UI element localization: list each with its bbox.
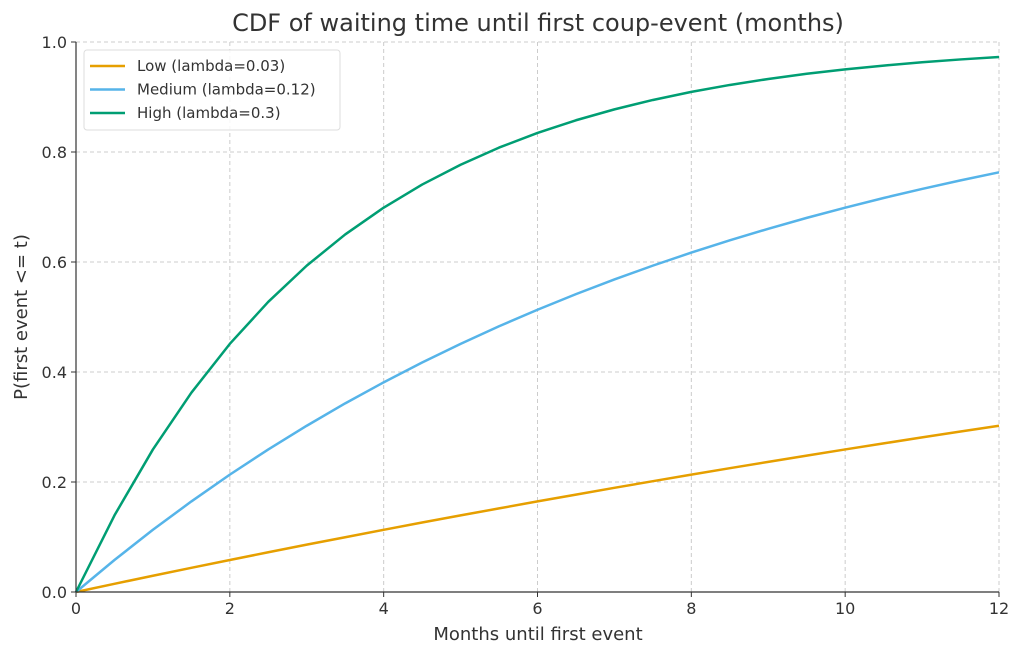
x-tick-label: 4 — [379, 599, 389, 618]
chart-title: CDF of waiting time until first coup-eve… — [232, 9, 844, 37]
legend-label: High (lambda=0.3) — [137, 104, 281, 122]
legend-label: Low (lambda=0.03) — [137, 57, 285, 75]
y-tick-label: 0.4 — [42, 363, 67, 382]
x-tick-label: 8 — [686, 599, 696, 618]
y-tick-label: 1.0 — [42, 33, 67, 52]
series-line-low — [75, 424, 1000, 594]
x-tick-label: 12 — [989, 599, 1009, 618]
y-tick-label: 0.0 — [42, 583, 67, 602]
series-line-high — [74, 55, 1000, 593]
legend-label: Medium (lambda=0.12) — [137, 81, 316, 99]
y-tick-label: 0.6 — [42, 253, 67, 272]
x-tick-label: 6 — [532, 599, 542, 618]
x-tick-label: 10 — [835, 599, 855, 618]
legend-box — [83, 49, 341, 131]
x-tick-label: 0 — [71, 599, 81, 618]
y-tick-label: 0.8 — [42, 143, 67, 162]
x-axis-label: Months until first event — [433, 624, 642, 645]
legend: Low (lambda=0.03) Medium (lambda=0.12) Hig… — [83, 49, 341, 131]
y-axis-label: P(first event <= t) — [11, 234, 32, 400]
series-line-medium — [75, 171, 1000, 593]
x-tick-label: 2 — [225, 599, 235, 618]
y-tick-label: 0.2 — [42, 473, 67, 492]
